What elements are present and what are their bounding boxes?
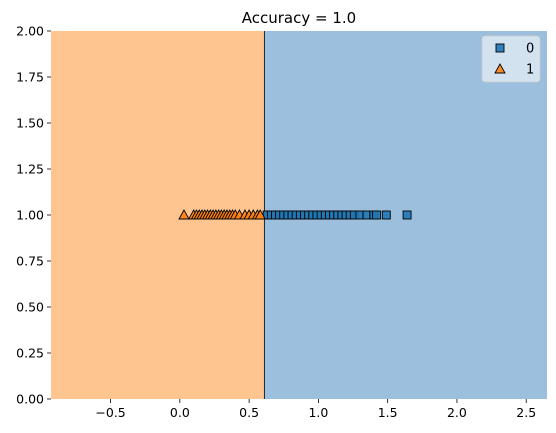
x-tick-label: 2.0 — [447, 405, 467, 420]
y-tick-label: 1.25 — [16, 162, 44, 177]
chart-title: Accuracy = 1.0 — [242, 9, 356, 27]
legend-marker-1 — [494, 63, 506, 74]
y-tick-label: 0.25 — [16, 346, 44, 361]
y-tick-label: 0.75 — [16, 254, 44, 269]
x-tick-label: 0.0 — [170, 405, 190, 420]
x-tick-label: 0.5 — [239, 405, 259, 420]
point-class-0 — [381, 210, 391, 220]
y-tick-label: 1.50 — [16, 116, 44, 131]
point-class-1 — [254, 209, 266, 220]
legend: 01 — [481, 35, 541, 83]
x-tick-label: 2.5 — [516, 405, 536, 420]
axes: −0.5 0.0 0.5 1.0 1.5 2.0 2.5 0.00 0.25 0.50 0.75 1.… — [16, 24, 536, 421]
point-class-0 — [372, 210, 382, 220]
x-tick-label: 1.5 — [378, 405, 398, 420]
x-tick-label: 1.0 — [308, 405, 328, 420]
y-tick-label: 1.75 — [16, 70, 44, 85]
data-points — [178, 209, 412, 220]
y-tick-label: 2.00 — [16, 24, 44, 39]
y-tick-label: 1.00 — [16, 208, 44, 223]
point-class-0 — [402, 210, 412, 220]
legend-marker-0 — [495, 43, 505, 53]
y-tick-label: 0.00 — [16, 392, 44, 407]
y-tick-label: 0.50 — [16, 300, 44, 315]
x-tick-label: −0.5 — [95, 405, 125, 420]
point-class-1 — [178, 209, 190, 220]
legend-label-0: 0 — [526, 42, 534, 57]
legend-label-1: 1 — [526, 63, 534, 78]
